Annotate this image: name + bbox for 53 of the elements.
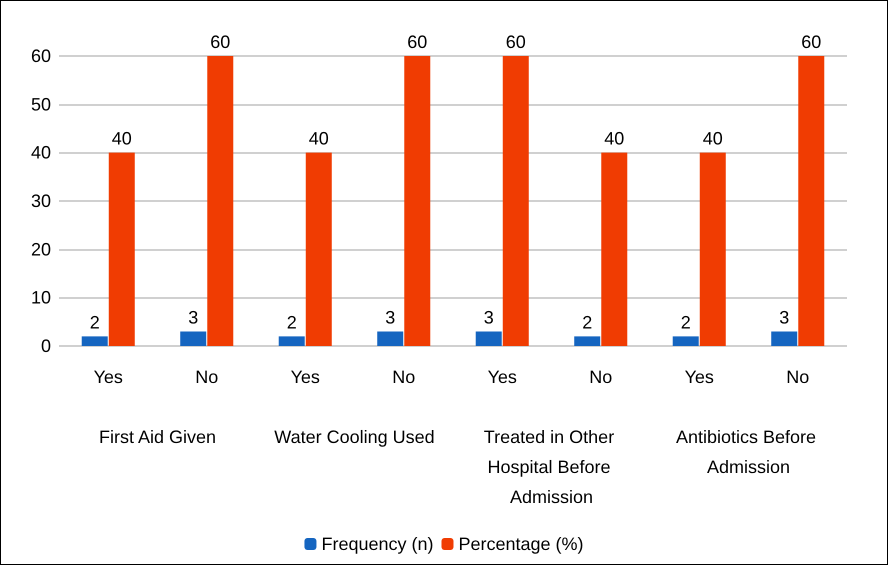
bar: [180, 332, 206, 346]
bar: [700, 152, 726, 346]
data-label: 60: [506, 32, 526, 52]
data-label: 60: [210, 32, 230, 52]
x-tick-label: Yes: [684, 367, 714, 387]
legend-label: Percentage (%): [458, 534, 584, 554]
data-label: 60: [801, 32, 822, 52]
bar: [82, 336, 108, 346]
data-label: 2: [90, 312, 100, 332]
x-tick-label: Yes: [94, 367, 123, 387]
y-tick-label: 50: [30, 94, 51, 114]
y-tick-label: 30: [30, 191, 51, 211]
bar: [476, 332, 502, 346]
bar: [798, 56, 824, 346]
text: First Aid Given: [98, 427, 216, 447]
data-label: 2: [286, 312, 297, 332]
data-label: 40: [112, 128, 132, 149]
text: Water Cooling Used: [274, 427, 435, 447]
x-tick-label: No: [195, 367, 218, 387]
bar: [108, 152, 135, 346]
bar: [404, 56, 430, 346]
x-tick-label: Yes: [488, 367, 517, 387]
y-tick-label: 20: [30, 239, 51, 260]
text: Treated in Other Hospital Before Admission: [484, 427, 620, 507]
bar: [601, 152, 628, 346]
y-tick-label: 0: [40, 336, 51, 356]
data-label: 3: [484, 308, 494, 328]
bar: [672, 336, 699, 346]
bar: [278, 336, 305, 346]
text: Antibiotics Before Admission: [676, 427, 822, 477]
bar: [306, 152, 332, 346]
data-label: 3: [385, 308, 396, 328]
data-label: 2: [680, 312, 691, 332]
bar: [377, 332, 404, 346]
x-tick-label: Yes: [290, 367, 320, 387]
bar: [502, 56, 529, 346]
legend-label: Frequency (n): [321, 534, 434, 554]
bar: [574, 336, 600, 346]
x-tick-label: No: [589, 367, 612, 387]
bar: [771, 332, 798, 346]
y-tick-label: 10: [30, 288, 51, 308]
y-tick-label: 40: [30, 142, 51, 163]
data-label: 40: [604, 128, 624, 149]
data-label: 2: [582, 312, 592, 332]
x-tick-label: No: [786, 367, 810, 387]
data-label: 40: [308, 128, 329, 149]
y-tick-label: 60: [30, 46, 51, 66]
x-tick-label: No: [392, 367, 416, 387]
data-label: 40: [702, 128, 723, 149]
data-label: 3: [188, 308, 198, 328]
bar: [207, 56, 234, 346]
data-label: 3: [779, 308, 790, 328]
data-label: 60: [407, 32, 428, 52]
